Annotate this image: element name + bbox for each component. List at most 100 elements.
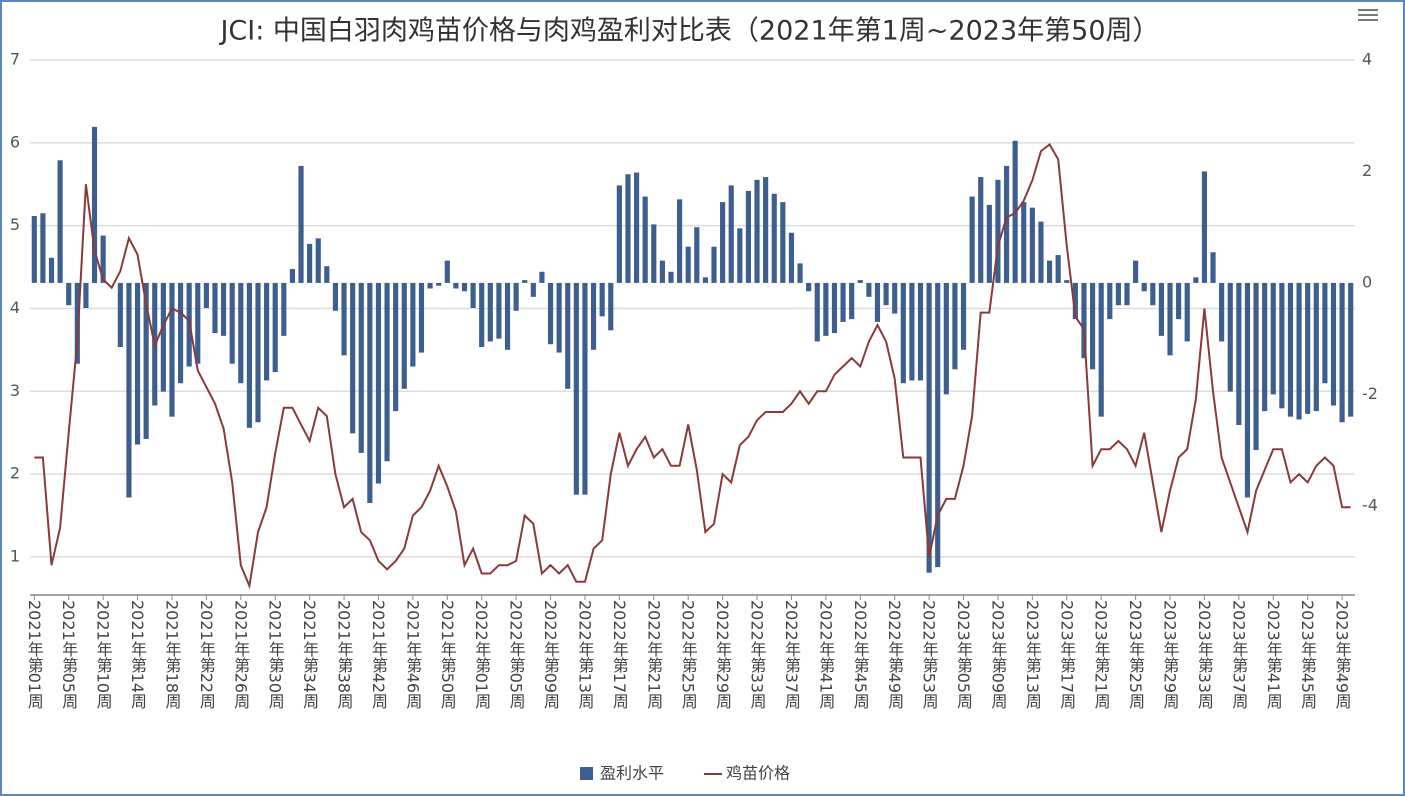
bar [685, 246, 691, 283]
bar [874, 282, 881, 322]
x-tick-label: 2021年第50周 [438, 600, 457, 710]
bar [806, 282, 812, 292]
bar [565, 282, 571, 389]
bar [1167, 282, 1173, 356]
bar [1287, 282, 1294, 417]
bar [547, 282, 554, 345]
bar [91, 126, 98, 283]
bar [642, 196, 648, 283]
bar [1296, 282, 1302, 420]
bar [461, 282, 468, 292]
bar [952, 282, 958, 370]
y-tick-label: 5 [10, 215, 20, 234]
x-tick-label: 2023年第25周 [1126, 600, 1145, 710]
bar [375, 282, 382, 484]
x-tick-label: 2021年第34周 [300, 600, 319, 710]
x-tick-label: 2021年第46周 [403, 600, 422, 710]
menu-icon[interactable] [1358, 9, 1378, 21]
legend-swatch [580, 767, 593, 780]
bar [367, 282, 373, 504]
bar [1081, 282, 1087, 359]
x-tick-label: 2022年第25周 [679, 600, 698, 710]
bar [1072, 282, 1078, 320]
bar [556, 282, 562, 353]
bar [986, 204, 992, 283]
x-tick-label: 2022年第33周 [748, 600, 767, 710]
x-tick-label: 2023年第45周 [1298, 600, 1317, 710]
bar [307, 243, 313, 283]
bar [539, 271, 545, 283]
bar [960, 282, 967, 350]
bar [298, 165, 304, 283]
bar [659, 260, 665, 283]
bar [453, 282, 459, 289]
bar [1244, 282, 1251, 498]
bar [393, 282, 399, 412]
bar [281, 282, 287, 336]
bar [1348, 282, 1354, 417]
x-tick-label: 2022年第29周 [713, 600, 732, 710]
bar [1003, 165, 1010, 283]
bar [694, 227, 700, 283]
x-tick-label: 2021年第38周 [335, 600, 354, 710]
bar [126, 282, 132, 498]
bar [625, 174, 631, 283]
bar [771, 193, 777, 283]
bar [203, 282, 209, 308]
y-tick-label: 7 [10, 50, 20, 69]
line [34, 143, 1351, 590]
x-tick-label: 2021年第30周 [266, 600, 285, 710]
bar [866, 282, 872, 297]
bar [1098, 282, 1104, 417]
chart-title: JCI: 中国白羽肉鸡苗价格与肉鸡盈利对比表（2021年第1周~2023年第50… [218, 16, 1159, 47]
bar [66, 282, 72, 306]
x-tick-label: 2021年第42周 [369, 600, 388, 710]
bar [1322, 282, 1328, 384]
bar [1176, 282, 1182, 320]
bar [315, 238, 321, 283]
legend-label: 盈利水平 [600, 764, 664, 783]
bar [212, 282, 218, 334]
bar [1115, 282, 1121, 306]
bar [31, 216, 37, 283]
bar [754, 179, 760, 283]
bar [1227, 282, 1233, 392]
bar [1055, 255, 1061, 283]
bar [926, 282, 932, 573]
legend-label: 鸡苗价格 [726, 764, 790, 783]
x-tick-label: 2022年第41周 [816, 600, 835, 710]
x-tick-label: 2022年第21周 [644, 600, 663, 710]
x-tick-label: 2021年第26周 [231, 600, 250, 710]
bar [436, 282, 442, 286]
bar [332, 282, 339, 311]
y2-tick-label: -4 [1362, 495, 1378, 514]
x-tick-label: 2021年第18周 [162, 600, 181, 710]
bar [470, 282, 476, 308]
bar [1021, 202, 1027, 283]
bar [1046, 260, 1053, 283]
bar [917, 282, 924, 381]
bar [1141, 282, 1147, 292]
bar [401, 282, 407, 389]
bar [384, 282, 390, 462]
bar [1158, 282, 1164, 336]
bar [720, 202, 726, 283]
bar [711, 246, 717, 283]
bar [1184, 282, 1190, 342]
x-tick-label: 2023年第05周 [954, 600, 973, 710]
bar [1124, 282, 1130, 306]
bar [57, 160, 63, 283]
x-tick-label: 2022年第05周 [507, 600, 526, 710]
x-tick-label: 2021年第22周 [197, 600, 216, 710]
bar [582, 282, 588, 495]
bar [763, 177, 769, 283]
bar [496, 282, 502, 339]
x-tick-label: 2023年第33周 [1195, 600, 1214, 710]
x-tick-label: 2022年第17周 [610, 600, 629, 710]
bar [350, 282, 356, 434]
bar [487, 282, 493, 342]
bar [358, 282, 364, 453]
bar [530, 282, 536, 297]
bar [797, 263, 803, 283]
